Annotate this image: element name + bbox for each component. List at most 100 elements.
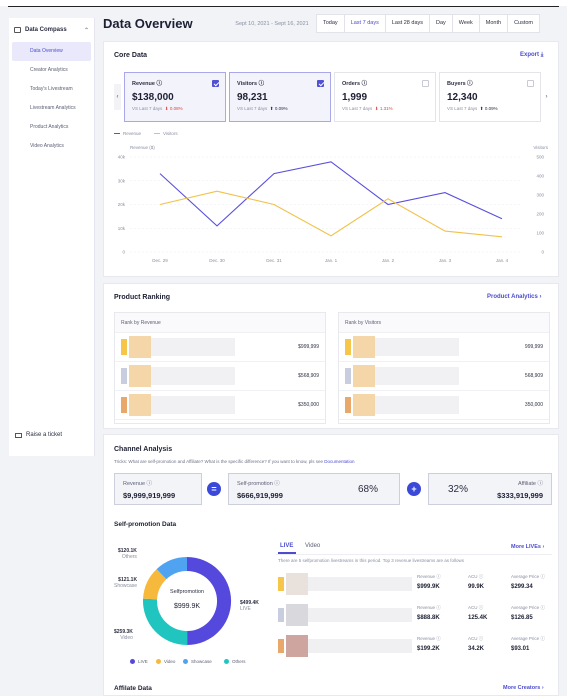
metric-label-text: Revenue	[132, 81, 155, 87]
list-item[interactable]: Revenue ⓘ $999.9K ACU ⓘ 99.9K Average Pric…	[276, 569, 552, 600]
donut-legend-others[interactable]: Others	[224, 659, 246, 664]
tab-today[interactable]: Today	[317, 15, 345, 32]
table-row[interactable]: $999,999	[115, 333, 325, 362]
livestream-thumbnail	[286, 635, 308, 657]
metric-card-buyers[interactable]: Buyers ⓘ 12,340 VS Last 7 days ⬆ 0.09%	[439, 72, 541, 122]
sidebar: Data Compass ⌃ Data Overview Creator Ana…	[9, 18, 95, 456]
metric-checkbox-buyers[interactable]	[527, 80, 534, 87]
col-value: 125.4K	[468, 615, 488, 621]
legend-swatch	[114, 132, 120, 135]
silver-medal-icon	[121, 368, 127, 384]
donut-label-value: $259.3K	[114, 629, 133, 635]
col-label: Revenue ⓘ	[417, 636, 441, 641]
tab-live[interactable]: LIVE	[280, 543, 294, 549]
rank-by-revenue-panel: Rank by Revenue $999,999 $568,909 $350,0…	[114, 312, 326, 424]
sidebar-item-todays-livestream[interactable]: Today's Livestream	[30, 86, 73, 92]
table-row[interactable]: $568,909	[115, 362, 325, 391]
tab-month[interactable]: Month	[480, 15, 509, 32]
y-tick-right: 200	[536, 212, 544, 217]
silver-medal-icon	[345, 368, 351, 384]
legend-revenue[interactable]: Revenue	[114, 131, 141, 136]
donut-slice-others[interactable]	[143, 598, 188, 646]
donut-slice-showcase[interactable]	[156, 557, 187, 580]
rank-by-visitors-panel: Rank by Visitors 999,999 568,909 350,000	[338, 312, 550, 424]
gold-medal-icon	[121, 339, 127, 355]
metric-card-revenue[interactable]: Revenue ⓘ $138,000 VS Last 7 days ⬇ 0.08…	[124, 72, 226, 122]
list-item[interactable]: Revenue ⓘ $199.2K ACU ⓘ 34.2K Average Pric…	[276, 631, 552, 662]
metric-label: Buyers ⓘ	[447, 81, 473, 87]
sidebar-item-livestream-analytics[interactable]: Livestream Analytics	[30, 105, 76, 111]
donut-legend-live[interactable]: LIVE	[130, 659, 148, 664]
top-border	[0, 0, 567, 7]
metrics-prev-arrow[interactable]: ‹	[114, 84, 121, 110]
tab-week[interactable]: Week	[453, 15, 480, 32]
more-creators-label: More Creators	[503, 685, 541, 691]
y-tick-left: 40k	[118, 155, 126, 160]
col-value: $999.9K	[417, 584, 440, 590]
y-tick-right: 500	[536, 155, 544, 160]
donut-legend-video[interactable]: Video	[156, 659, 175, 664]
acu-column: ACU ⓘ 99.9K	[468, 574, 484, 590]
x-tick-label: Dec. 31	[266, 258, 282, 263]
donut-legend-label: Video	[164, 659, 176, 664]
legend-dot	[224, 659, 229, 664]
self-promotion-box: Self-promotion ⓘ $666,919,999	[228, 473, 400, 505]
date-range-display[interactable]: Sept 10, 2021 - Sept 16, 2021	[235, 21, 309, 27]
tab-custom[interactable]: Custom	[514, 20, 534, 26]
gold-medal-icon	[345, 339, 351, 355]
table-row[interactable]: 568,909	[339, 362, 549, 391]
metric-compare: VS Last 7 days ⬇ 0.08%	[132, 106, 218, 112]
sidebar-item-creator-analytics[interactable]: Creator Analytics	[30, 67, 68, 73]
sidebar-item-data-overview[interactable]: Data Overview	[12, 42, 91, 61]
x-tick-label: Jan. 2	[382, 258, 395, 263]
legend-visitors[interactable]: Visitors	[154, 131, 178, 136]
list-item[interactable]: Revenue ⓘ $888.8K ACU ⓘ 125.4K Average Pri…	[276, 600, 552, 631]
col-label: ACU ⓘ	[468, 636, 484, 641]
product-name-blurred	[151, 367, 235, 385]
metric-checkbox-visitors[interactable]	[317, 80, 324, 87]
self-promotion-donut-chart	[143, 556, 232, 646]
more-lives-link[interactable]: More LIVEs ›	[511, 544, 545, 550]
metric-card-visitors[interactable]: Visitors ⓘ 98,231 VS Last 7 days ⬆ 0.09%	[229, 72, 331, 122]
metric-card-orders[interactable]: Orders ⓘ 1,999 VS Last 7 days ⬇ 1.31%	[334, 72, 436, 122]
tab-last-7-days[interactable]: Last 7 days	[345, 15, 386, 32]
product-thumbnail	[129, 365, 151, 387]
sidebar-group-data-compass[interactable]: Data Compass ⌃	[9, 18, 94, 42]
more-creators-link[interactable]: More Creators ›	[503, 685, 544, 691]
sidebar-item-product-analytics[interactable]: Product Analytics	[30, 124, 69, 130]
donut-slice-live[interactable]	[187, 556, 232, 645]
affiliate-label: Affiliate ⓘ	[518, 481, 543, 487]
metric-label-text: Visitors	[237, 81, 258, 87]
livestream-name-blurred	[308, 608, 412, 622]
donut-slice-video[interactable]	[143, 569, 167, 600]
table-row[interactable]: $350,000	[115, 391, 325, 420]
metrics-next-arrow[interactable]: ›	[543, 84, 550, 110]
legend-label: Visitors	[163, 131, 178, 136]
self-promotion-percent: 68%	[358, 484, 379, 495]
sidebar-item-video-analytics[interactable]: Video Analytics	[30, 143, 64, 149]
donut-legend-label: Others	[232, 659, 246, 664]
documentation-link[interactable]: Documentation	[324, 459, 355, 464]
raise-ticket-button[interactable]: Raise a ticket	[15, 432, 62, 438]
donut-legend-showcase[interactable]: Showcase	[183, 659, 212, 664]
rank-value: $568,909	[298, 373, 319, 379]
chevron-up-icon: ⌃	[83, 27, 89, 34]
core-line-chart: Revenue ($) Visitors 0 10k 20k 30k 40k 0 100 200 3…	[118, 145, 549, 263]
donut-center-value: $999.9K	[173, 603, 201, 610]
table-row[interactable]: 350,000	[339, 391, 549, 420]
metric-checkbox-revenue[interactable]	[212, 80, 219, 87]
tab-video[interactable]: Video	[305, 543, 321, 549]
donut-label-name: Video	[120, 635, 133, 641]
product-ranking-title: Product Ranking	[114, 294, 171, 301]
table-row[interactable]: 999,999	[339, 333, 549, 362]
rank-value: $350,000	[298, 402, 319, 408]
tab-last-28-days[interactable]: Last 28 days	[386, 15, 431, 32]
affiliate-box: Affiliate ⓘ $333,919,999	[428, 473, 552, 505]
metric-label-text: Buyers	[447, 81, 466, 87]
col-label-text: ACU	[468, 636, 478, 641]
export-button[interactable]: Export ⤓	[520, 52, 543, 59]
metric-checkbox-orders[interactable]	[422, 80, 429, 87]
tab-day[interactable]: Day	[430, 15, 453, 32]
product-analytics-link[interactable]: Product Analytics ›	[487, 294, 542, 300]
bronze-medal-icon	[278, 639, 284, 653]
